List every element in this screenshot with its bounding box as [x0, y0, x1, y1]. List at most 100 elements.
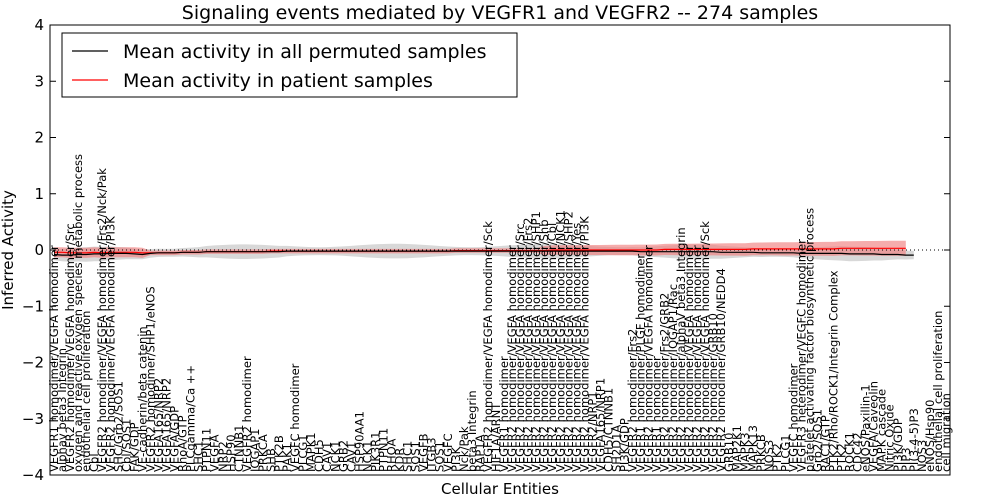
entity-label: IQGAP1: [248, 429, 262, 472]
x-axis-label: Cellular Entities: [441, 480, 559, 498]
entity-label: PIP3: [899, 447, 913, 472]
entity-label: VEGFR1 homodimer: [497, 356, 511, 472]
entity-label: eNOS/Hsp90: [923, 400, 937, 472]
entity-label: VEGFR2 homodimer/VEGFA homodimer/PI3K: [577, 216, 591, 472]
entity-label: SOS1: [409, 441, 423, 472]
entity-label: VEGFA/GDP: [168, 406, 182, 472]
entity-label: RHOA: [385, 439, 399, 472]
entity-label: endothelial cell proliferation: [931, 311, 945, 472]
entity-label: VEGFA: [208, 434, 222, 472]
entity-label: PTK2B: [272, 435, 286, 472]
entity-label: PIK3R1: [368, 432, 382, 473]
y-tick-label: −3: [22, 410, 44, 428]
entity-label: NOS3: [762, 440, 776, 472]
entity-label: Nck/Pak: [457, 426, 471, 472]
entity-label: PAK1: [280, 443, 294, 472]
entity-label: VEGFR2 homodimer/VEGFA homodimer/Frs2: [521, 218, 535, 472]
entity-label: oxygen and reactive oxygen species metab…: [71, 154, 85, 472]
entity-label: CAV1: [320, 442, 334, 472]
entity-label: eNOS/Paxillin-1: [859, 384, 873, 472]
entity-label: VEGFR2 homodimer/VEGFA homodimer/Yes: [569, 223, 583, 472]
entity-label: MAPK13: [746, 425, 760, 472]
entity-label: VEGFR2 homodimer/VEGFA homodimer/Shb: [537, 219, 551, 472]
y-tick-label: 2: [34, 129, 44, 147]
entity-label: VEGFR2 homodimer/VEGFA homodimer: [690, 245, 704, 472]
entity-label: CDH5: [312, 439, 326, 472]
entity-label: PTK2: [835, 443, 849, 472]
entity-label: VEGFR2 homodimer/VEGFA homodimer: [642, 245, 656, 472]
entity-label: VEGFR3 heterodimer/VEGFC homodimer: [794, 239, 808, 472]
legend-label-patient: Mean activity in patient samples: [123, 70, 433, 92]
entity-label: PI3K/GDP: [891, 418, 905, 472]
entity-label: platelet activating factor biosynthetic …: [802, 208, 816, 472]
entity-label: VEGFC homodimer: [786, 363, 800, 472]
y-tick-label: −4: [22, 466, 44, 484]
entity-label: SOS1: [433, 441, 447, 472]
y-axis-ticks: −4 −3 −2 −1 0 1 2 3 4: [22, 16, 950, 484]
entity-label: VEGFR2 homodimer/VEGFA homodimer/Sck: [481, 221, 495, 472]
legend: Mean activity in all permuted samples Me…: [61, 32, 518, 98]
series-layer: [53, 247, 914, 256]
entity-label: VEGFR2 homodimer/Frs2/GRB2: [658, 293, 672, 472]
entity-label: VEGFA165/NRP2: [160, 378, 174, 472]
entity-label: CAV1: [344, 442, 358, 472]
entity-label: RAC1/GTP: [818, 415, 832, 472]
entity-label: VEGFA165/NRP1: [593, 378, 607, 472]
entity-label: CTNNB1: [232, 425, 246, 472]
entity-label: VEGFR2 homodimer/VEGFA homodimer/PI3K: [103, 216, 117, 472]
entity-label: PRKCB: [754, 434, 768, 472]
entity-label: FAK/GDP: [127, 422, 141, 472]
entity-label: NCK1: [360, 441, 374, 473]
y-tick-label: 3: [34, 72, 44, 90]
y-tick-label: 0: [34, 241, 44, 259]
entity-label: PTK2/Rho/ROCK1/Integrin Complex: [827, 270, 841, 472]
entity-label: PTPN11: [377, 428, 391, 472]
entity-label: VEGFC homodimer: [288, 363, 302, 472]
entity-label: PI(3-4-5)P3: [907, 408, 921, 472]
entity-label: VEGFR2 homodimer/SHP1/eNOS: [143, 286, 157, 472]
entity-label: VEGFR2 homodimer/VEGFA homodimer/Cbl: [545, 223, 559, 472]
y-tick-label: −2: [22, 354, 44, 372]
entity-label: ROCK1: [843, 432, 857, 472]
entity-label: VEGFR2 homodimer/alphaV beta3 Integrin: [674, 227, 688, 472]
entity-label: GRB10: [722, 433, 736, 472]
entity-label: Nitric Oxide: [883, 404, 897, 472]
entity-label: PTPN11: [200, 428, 214, 472]
legend-label-permuted: Mean activity in all permuted samples: [123, 41, 486, 63]
entity-label: VEGFR2 homodimer/VEGFA homodimer: [682, 245, 696, 472]
y-tick-label: 1: [34, 185, 44, 203]
entity-label: GRB2: [336, 440, 350, 472]
entity-label: PLCgamma/Ca ++: [184, 365, 198, 472]
entity-label: beta3 Integrin: [465, 390, 479, 472]
entity-label: MAPK1: [304, 432, 318, 472]
entity-label: SHC1: [192, 441, 206, 472]
entity-label: HSP90AA1: [352, 411, 366, 472]
entity-label: VEGFR2 homodimer/GRB10: [706, 313, 720, 472]
entity-label: cell migration: [939, 393, 953, 472]
entity-label: VEGFR2 homodimer/VEGFA homodimer/Sck: [698, 221, 712, 472]
entity-label: VEGFA/Caveolin: [867, 381, 881, 472]
entity-label: VEGFR1 homodimer/PLGF homodimer: [634, 254, 648, 472]
entity-label: HIF1A/ARNT: [489, 402, 503, 472]
y-tick-label: −1: [22, 297, 44, 315]
entity-label: MAP2K1: [730, 425, 744, 472]
entity-label: SHC/Grb2/SOS1: [111, 381, 125, 472]
entity-label: Cbl: [87, 453, 101, 472]
entity-label: VEGFB: [417, 433, 431, 472]
entity-label: VEGFR2 homodimer/VEGFA homodimer/SHP1: [529, 211, 543, 472]
entity-label: MAPK cascade: [875, 389, 889, 472]
entity-label: VEGFR2 homodimer/Frs2: [626, 329, 640, 472]
entity-label: PI3K/GDP: [618, 418, 632, 472]
entity-label: VEGFR2 homodimer/VEGFA homodimer/Src: [63, 223, 77, 472]
entity-label: SHB: [264, 448, 278, 472]
entity-label: VE-cadherin/beta catenin: [135, 326, 149, 472]
entity-label: VEGFC: [441, 433, 455, 472]
entity-label: CDH5/CTNNB1: [602, 388, 616, 472]
entity-label: PLCG1: [778, 434, 792, 472]
entity-label: NRP2: [216, 441, 230, 472]
entity-label: SHC1: [401, 441, 415, 472]
entity-label: Cbl/SOS1: [119, 419, 133, 472]
entity-label: PLCG1: [296, 434, 310, 472]
legend-box: [61, 32, 518, 98]
